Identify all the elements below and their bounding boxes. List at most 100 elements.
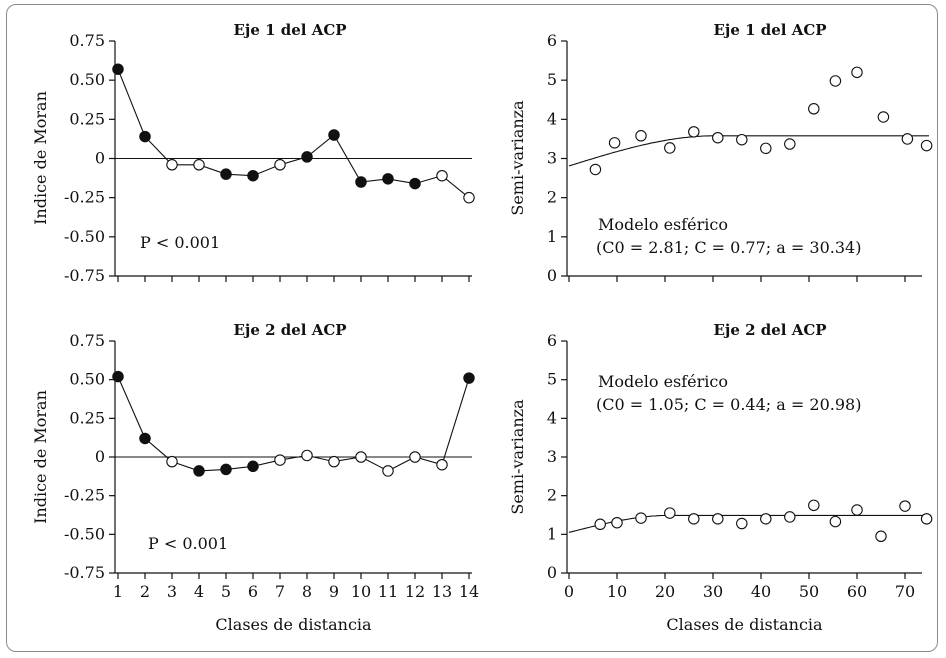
semivariance-point	[829, 515, 842, 528]
data-point-significant	[193, 465, 205, 477]
data-point-nonsignificant	[382, 465, 394, 477]
x-tick-label: 14	[459, 582, 479, 601]
p-value-annotation: P < 0.001	[148, 534, 228, 553]
figure-frame	[6, 4, 938, 652]
y-tick-label: 0	[547, 563, 557, 582]
x-axis-label: Clases de distancia	[666, 615, 823, 634]
spherical-model-curve	[568, 135, 929, 167]
y-tick-label: 0.75	[69, 31, 105, 50]
y-tick-label: 3	[547, 447, 557, 466]
y-tick-label: 1	[547, 524, 557, 543]
semivariance-point	[664, 507, 676, 519]
semivariance-point	[736, 517, 748, 530]
data-point-significant	[409, 177, 421, 190]
x-tick-label: 0	[564, 582, 574, 601]
spherical-model-curve	[568, 514, 929, 533]
x-tick-label: 9	[329, 582, 339, 601]
data-point-significant	[382, 173, 394, 185]
x-tick-label: 3	[167, 582, 177, 601]
semivariance-point	[635, 130, 647, 142]
chart-title: Eje 1 del ACP	[233, 21, 346, 39]
data-point-nonsignificant	[436, 169, 448, 182]
semivariance-point	[784, 138, 796, 150]
semivariance-point	[899, 500, 911, 512]
semivariance-point	[688, 513, 700, 525]
y-tick-label: -0.50	[64, 524, 105, 543]
data-point-nonsignificant	[193, 159, 205, 171]
chart-panel-2: 0 1 2 3 4 5 6 Eje 1 del ACP Semi-varianza Modelo …	[508, 21, 933, 285]
x-tick-label: 1	[113, 582, 123, 601]
y-tick-label: 0.25	[69, 408, 105, 427]
y-tick-label: -0.75	[64, 563, 105, 582]
semivariance-point	[808, 103, 820, 115]
y-tick-label: 0.50	[69, 370, 105, 389]
y-tick-label: -0.75	[64, 266, 105, 285]
y-axis-label: Indice de Moran	[31, 390, 50, 524]
data-point-significant	[139, 432, 151, 445]
y-tick-label: 2	[547, 486, 557, 505]
semivariance-point	[688, 126, 700, 138]
semivariance-point	[760, 142, 772, 155]
x-tick-label: 11	[378, 582, 398, 601]
y-tick-label: 6	[547, 31, 557, 50]
data-point-nonsignificant	[436, 458, 448, 471]
semivariance-point	[784, 511, 796, 523]
x-tick-label: 10	[607, 582, 627, 601]
y-tick-label: -0.50	[64, 227, 105, 246]
y-tick-label: 0.50	[69, 70, 105, 89]
y-tick-label: 5	[547, 70, 557, 89]
semivariance-point	[664, 142, 676, 154]
semivariance-point	[736, 133, 748, 146]
data-point-significant	[247, 169, 259, 182]
y-tick-label: 2	[547, 188, 557, 207]
data-point-nonsignificant	[166, 455, 178, 468]
chart-panel-3: 0.750.500.250-0.25-0.50-0.751 2 3 4 5 6 7 8 9 10 1…	[31, 321, 479, 634]
y-tick-label: -0.25	[64, 188, 105, 207]
y-tick-label: 1	[547, 227, 557, 246]
semivariance-point	[760, 513, 772, 525]
x-tick-label: 20	[655, 582, 675, 601]
semivariance-point	[920, 513, 933, 525]
y-tick-label: 0	[95, 149, 105, 168]
x-tick-label: 8	[302, 582, 312, 601]
x-axis-label: Clases de distancia	[215, 615, 372, 634]
data-point-significant	[220, 463, 232, 476]
semivariance-point	[635, 512, 647, 524]
y-tick-label: 6	[547, 331, 557, 350]
data-point-nonsignificant	[463, 191, 475, 204]
p-value-annotation: P < 0.001	[140, 233, 220, 252]
x-tick-label: 50	[799, 582, 819, 601]
model-annotation-title: Modelo esférico	[598, 215, 728, 234]
data-point-nonsignificant	[166, 159, 178, 171]
semivariance-point	[875, 530, 887, 543]
chart-title: Eje 2 del ACP	[713, 321, 826, 339]
data-point-significant	[355, 176, 367, 188]
y-axis-label: Indice de Moran	[31, 91, 50, 225]
data-point-significant	[301, 151, 313, 163]
y-tick-label: 0.25	[69, 109, 105, 128]
data-point-significant	[328, 129, 340, 141]
semivariance-point	[712, 131, 724, 144]
data-point-nonsignificant	[274, 454, 286, 466]
semivariance-point	[829, 75, 842, 87]
x-tick-label: 4	[194, 582, 204, 601]
y-tick-label: 4	[547, 109, 557, 128]
data-point-significant	[112, 63, 124, 75]
x-tick-label: 12	[405, 582, 425, 601]
x-tick-label: 10	[351, 582, 371, 601]
y-axis-label: Semi-varianza	[508, 399, 527, 515]
y-tick-label: 0	[547, 266, 557, 285]
semivariance-point	[877, 111, 890, 123]
chart-panel-1: 0.75 0.50 0.25 0 -0.25 -0.50 -0.75 Eje 1 del AC…	[31, 21, 475, 285]
x-tick-label: 2	[140, 582, 150, 601]
data-point-nonsignificant	[274, 159, 286, 171]
semivariance-point	[611, 516, 623, 529]
semivariance-point	[608, 137, 621, 149]
y-axis-label: Semi-varianza	[508, 100, 527, 216]
data-point-nonsignificant	[301, 449, 313, 462]
data-point-significant	[112, 370, 124, 383]
y-tick-label: 4	[547, 408, 557, 427]
x-tick-label: 70	[895, 582, 915, 601]
